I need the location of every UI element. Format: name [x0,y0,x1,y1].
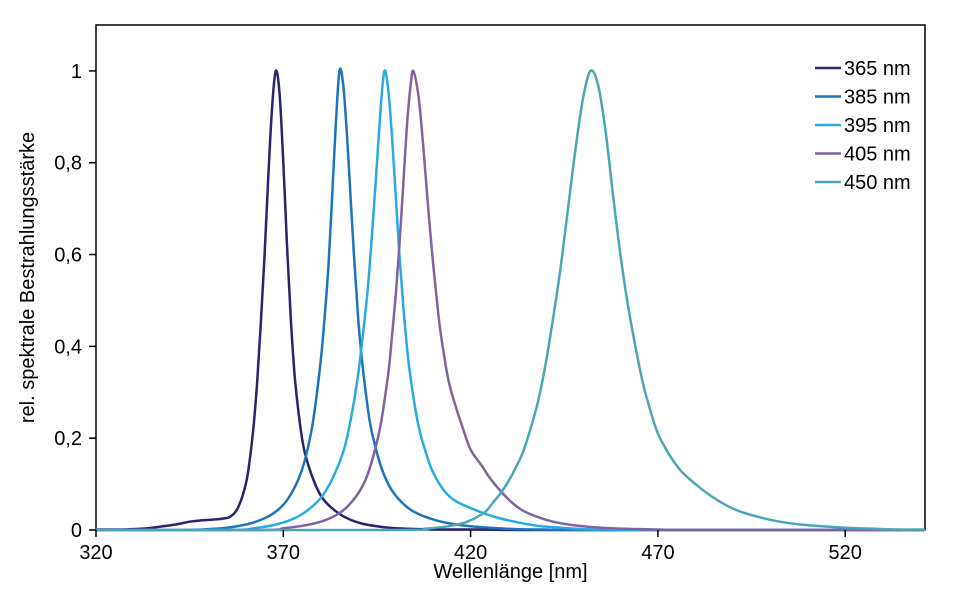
y-axis-tick-label: 0,8 [54,153,82,175]
legend-item-450nm: 450 nm [815,172,911,194]
x-axis-tick-label: 470 [641,542,674,564]
legend-label: 365 nm [844,58,911,80]
legend-item-405nm: 405 nm [815,144,911,166]
legend-item-395nm: 395 nm [815,115,911,137]
series-line-450nm [94,69,926,532]
series-line-365nm [94,69,926,532]
y-axis-tick-label: 0,2 [54,428,82,450]
legend-label: 405 nm [844,144,911,166]
y-axis-title: rel. spektrale Bestrahlungsstärke [17,132,39,423]
plot-border [95,24,926,531]
plot-area [95,24,926,531]
series-line-395nm [94,69,926,532]
y-axis-tick-label: 0 [71,520,82,542]
legend-label: 395 nm [844,115,911,137]
x-axis-title: Wellenlänge [nm] [433,561,587,583]
y-axis-tick-label: 0,4 [54,336,82,358]
x-axis-tick-label: 320 [79,542,112,564]
y-axis-tick-label: 1 [71,61,82,83]
legend-label: 385 nm [844,87,911,109]
legend-item-385nm: 385 nm [815,87,911,109]
legend-label: 450 nm [844,172,911,194]
series-lines [94,67,926,532]
series-line-405nm [94,69,926,532]
legend: 365 nm 385 nm 395 nm 405 nm 450 nm [815,58,911,194]
x-axis-tick-label: 520 [829,542,862,564]
x-axis-tick-label: 420 [454,542,487,564]
axes: 320 370 420 470 520 0 0,2 0,4 0,6 0,8 1 [54,61,862,564]
series-line-385nm [94,67,926,532]
legend-item-365nm: 365 nm [815,58,911,80]
x-axis-tick-label: 370 [267,542,300,564]
y-axis-tick-label: 0,6 [54,245,82,267]
